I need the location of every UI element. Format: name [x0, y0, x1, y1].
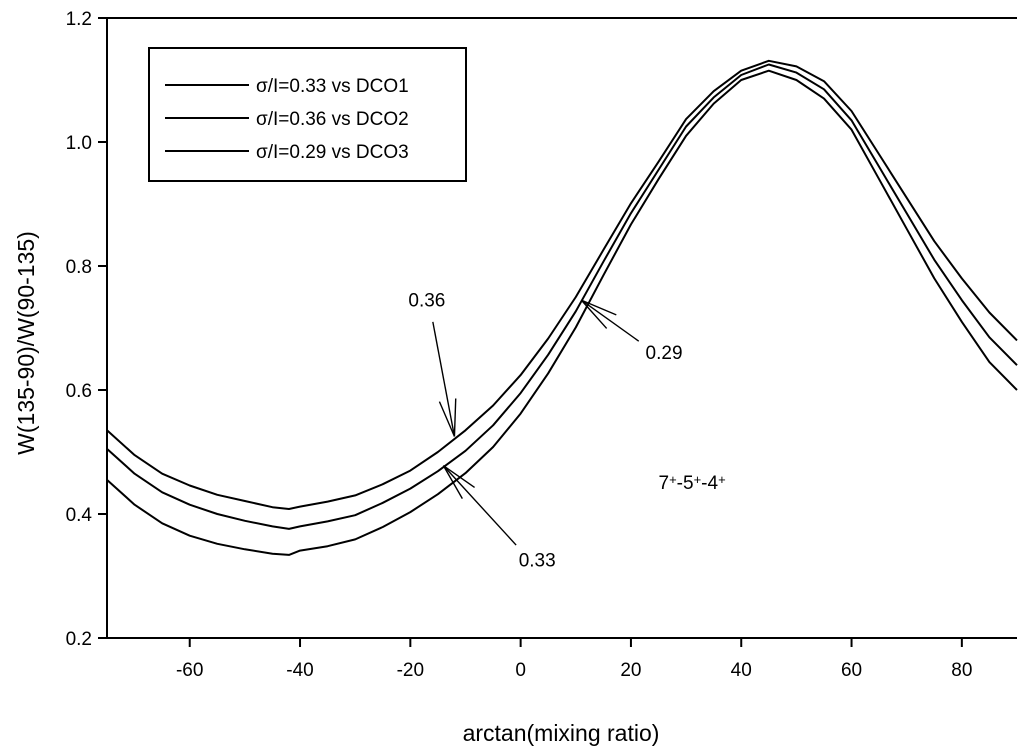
x-tick-label: 80 [951, 660, 972, 681]
legend-label-2: σ/I=0.36 vs DCO2 [256, 109, 409, 130]
x-tick-label: 40 [731, 660, 752, 681]
y-tick-label: 0.6 [66, 381, 92, 402]
series-line-2 [106, 59, 1018, 510]
x-tick-label: 60 [841, 660, 862, 681]
x-tick-label: -40 [286, 660, 313, 681]
y-tick-label: 1.0 [66, 133, 92, 154]
annotation-arrowhead-0.29 [580, 299, 608, 329]
annotation-label-0.36: 0.36 [408, 290, 445, 311]
y-tick-label: 0.2 [66, 629, 92, 650]
series-line-1 [106, 69, 1018, 556]
x-tick-label: -20 [397, 660, 424, 681]
transition-label: 7+-5+-4+ [659, 472, 726, 494]
annotation-arrowhead-0.33 [443, 465, 475, 488]
ticks: -60 -40 -20 0 20 40 60 80 0.2 0.4 0.6 0.8 1.0 1.2 [66, 9, 973, 681]
y-axis-title: W(135-90)/W(90-135) [13, 231, 39, 455]
annotation-arrow-0.29 [580, 299, 640, 342]
legend-label-3: σ/I=0.29 vs DCO3 [256, 142, 409, 163]
annotation-arrowhead-0.33 [442, 465, 463, 499]
annotation-arrow-0.33 [442, 465, 517, 546]
legend: σ/I=0.33 vs DCO1 σ/I=0.36 vs DCO2 σ/I=0.… [148, 47, 467, 182]
x-tick-label: -60 [176, 660, 203, 681]
x-tick-label: 20 [620, 660, 641, 681]
annotation-arrowhead-0.36 [438, 401, 456, 437]
y-tick-label: 1.2 [66, 9, 92, 30]
annotation-arrow-0.36 [432, 321, 456, 437]
annotation-label-0.33: 0.33 [519, 551, 556, 572]
x-axis-title: arctan(mixing ratio) [463, 720, 660, 746]
series-line-3 [106, 63, 1018, 530]
x-tick-label: 0 [515, 660, 526, 681]
legend-box [148, 47, 467, 182]
annotation-arrowhead-0.29 [581, 299, 617, 316]
annotations: 0.36 0.29 0.33 [408, 290, 682, 571]
legend-label-1: σ/I=0.33 vs DCO1 [256, 76, 409, 97]
y-tick-label: 0.8 [66, 257, 92, 278]
axes [106, 17, 1017, 639]
annotation-arrowhead-0.36 [453, 398, 457, 437]
y-tick-label: 0.4 [66, 505, 93, 526]
transition-label-text: 7+-5+-4+ [659, 472, 726, 494]
annotation-label-0.29: 0.29 [646, 343, 683, 364]
series-group [106, 59, 1018, 556]
